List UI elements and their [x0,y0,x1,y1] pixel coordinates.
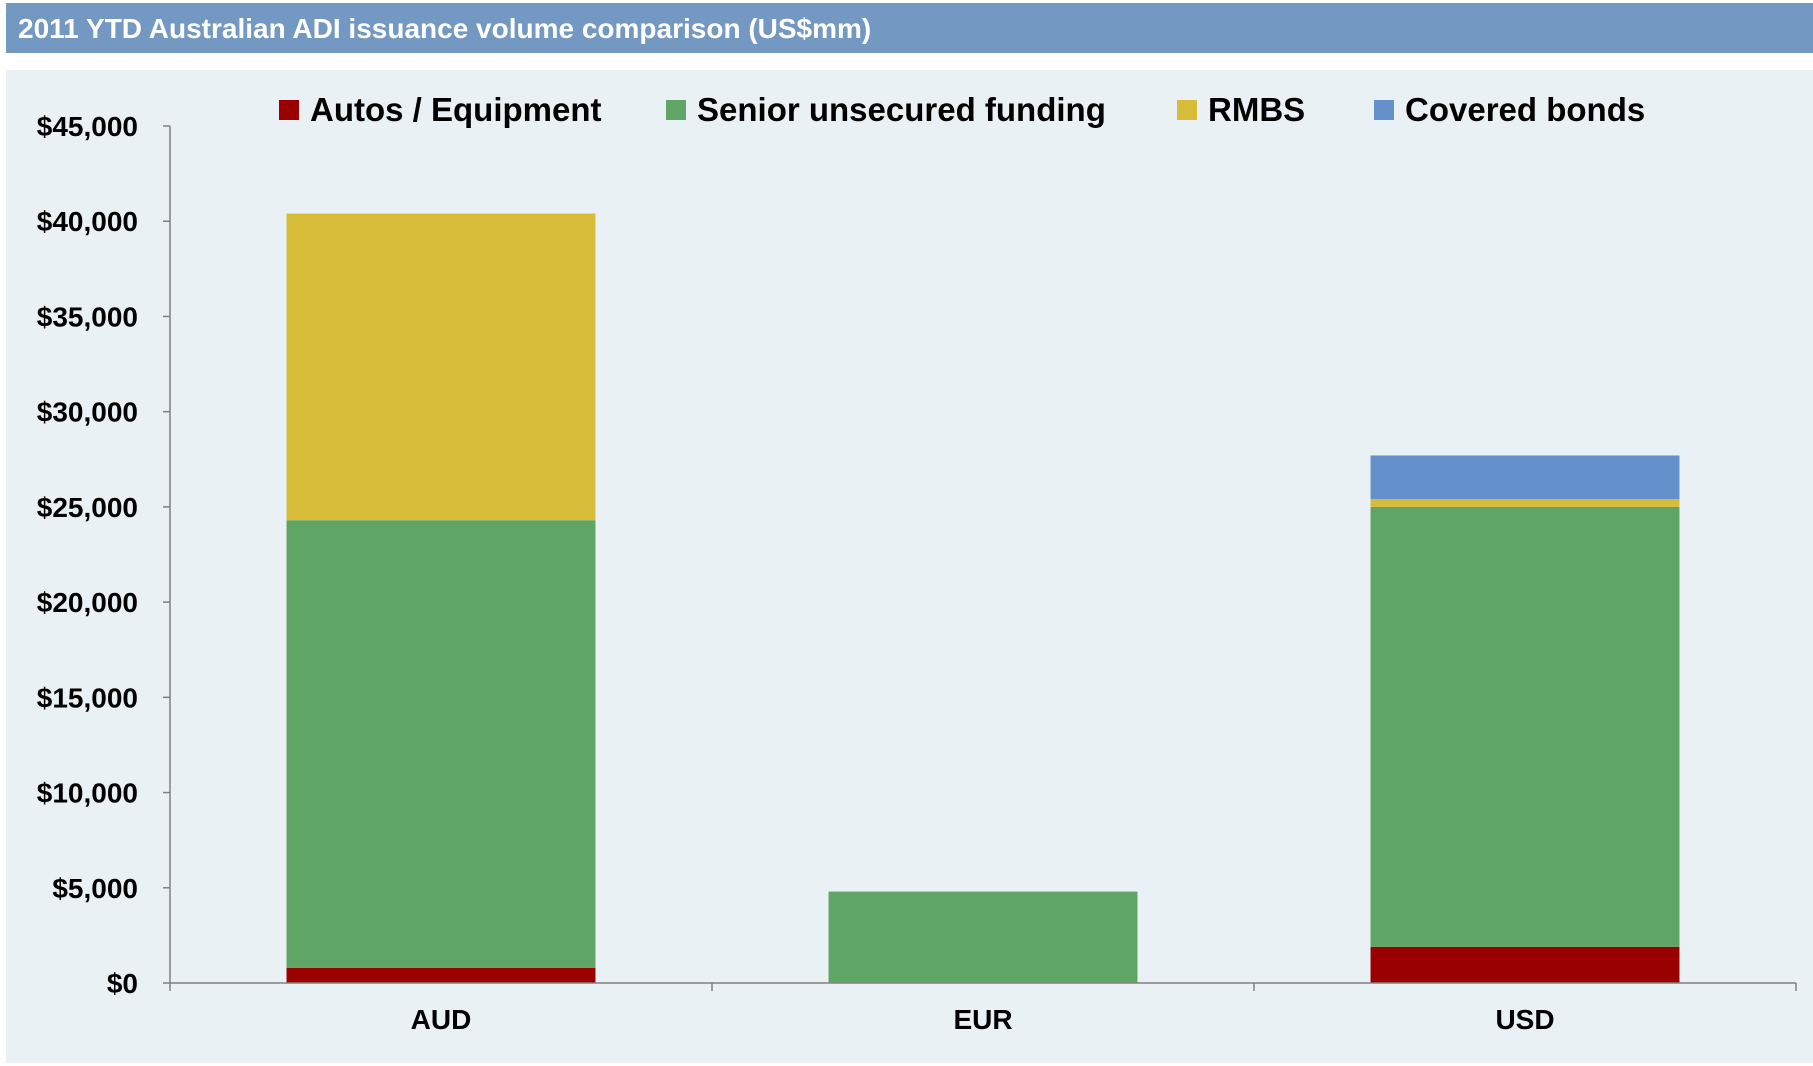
bar-segment-aud-autos-equipment [286,967,596,983]
legend: Autos / Equipment Senior unsecured fundin… [279,91,1645,128]
bar-segment-usd-senior-unsecured-funding [1370,506,1680,947]
axes: $0 $5,000 $10,000 $15,000 $20,000 $25,000 $30,… [37,111,1797,1035]
y-tick-label: $10,000 [37,778,138,809]
x-tick-label: EUR [953,1004,1012,1035]
chart-title: 2011 YTD Australian ADI issuance volume … [18,13,872,44]
y-tick-label: $30,000 [37,397,138,428]
bars [286,213,1680,983]
y-tick-label: $15,000 [37,682,138,713]
legend-label: Covered bonds [1405,91,1645,128]
bar-segment-usd-autos-equipment [1370,946,1680,983]
legend-label: RMBS [1208,91,1305,128]
legend-label: Autos / Equipment [310,91,602,128]
y-tick-label: $5,000 [52,873,138,904]
x-tick-label: AUD [411,1004,472,1035]
title-bar: 2011 YTD Australian ADI issuance volume … [6,3,1813,53]
legend-label: Senior unsecured funding [697,91,1106,128]
legend-item: Autos / Equipment [279,91,602,128]
legend-swatch [1177,100,1197,120]
legend-item: Senior unsecured funding [666,91,1106,128]
legend-item: Covered bonds [1374,91,1645,128]
legend-swatch [1374,100,1394,120]
x-tick-label: USD [1495,1004,1554,1035]
bar-segment-usd-rmbs [1370,499,1680,507]
y-tick-label: $0 [107,968,138,999]
y-tick-label: $40,000 [37,206,138,237]
legend-swatch [279,100,299,120]
bar-segment-aud-rmbs [286,213,596,521]
y-tick-label: $25,000 [37,492,138,523]
bar-segment-usd-covered-bonds [1370,455,1680,500]
y-tick-label: $35,000 [37,301,138,332]
y-tick-label: $20,000 [37,587,138,618]
y-tick-label: $45,000 [37,111,138,142]
legend-item: RMBS [1177,91,1305,128]
bar-segment-eur-senior-unsecured-funding [828,891,1138,983]
legend-swatch [666,100,686,120]
bar-segment-aud-senior-unsecured-funding [286,520,596,968]
